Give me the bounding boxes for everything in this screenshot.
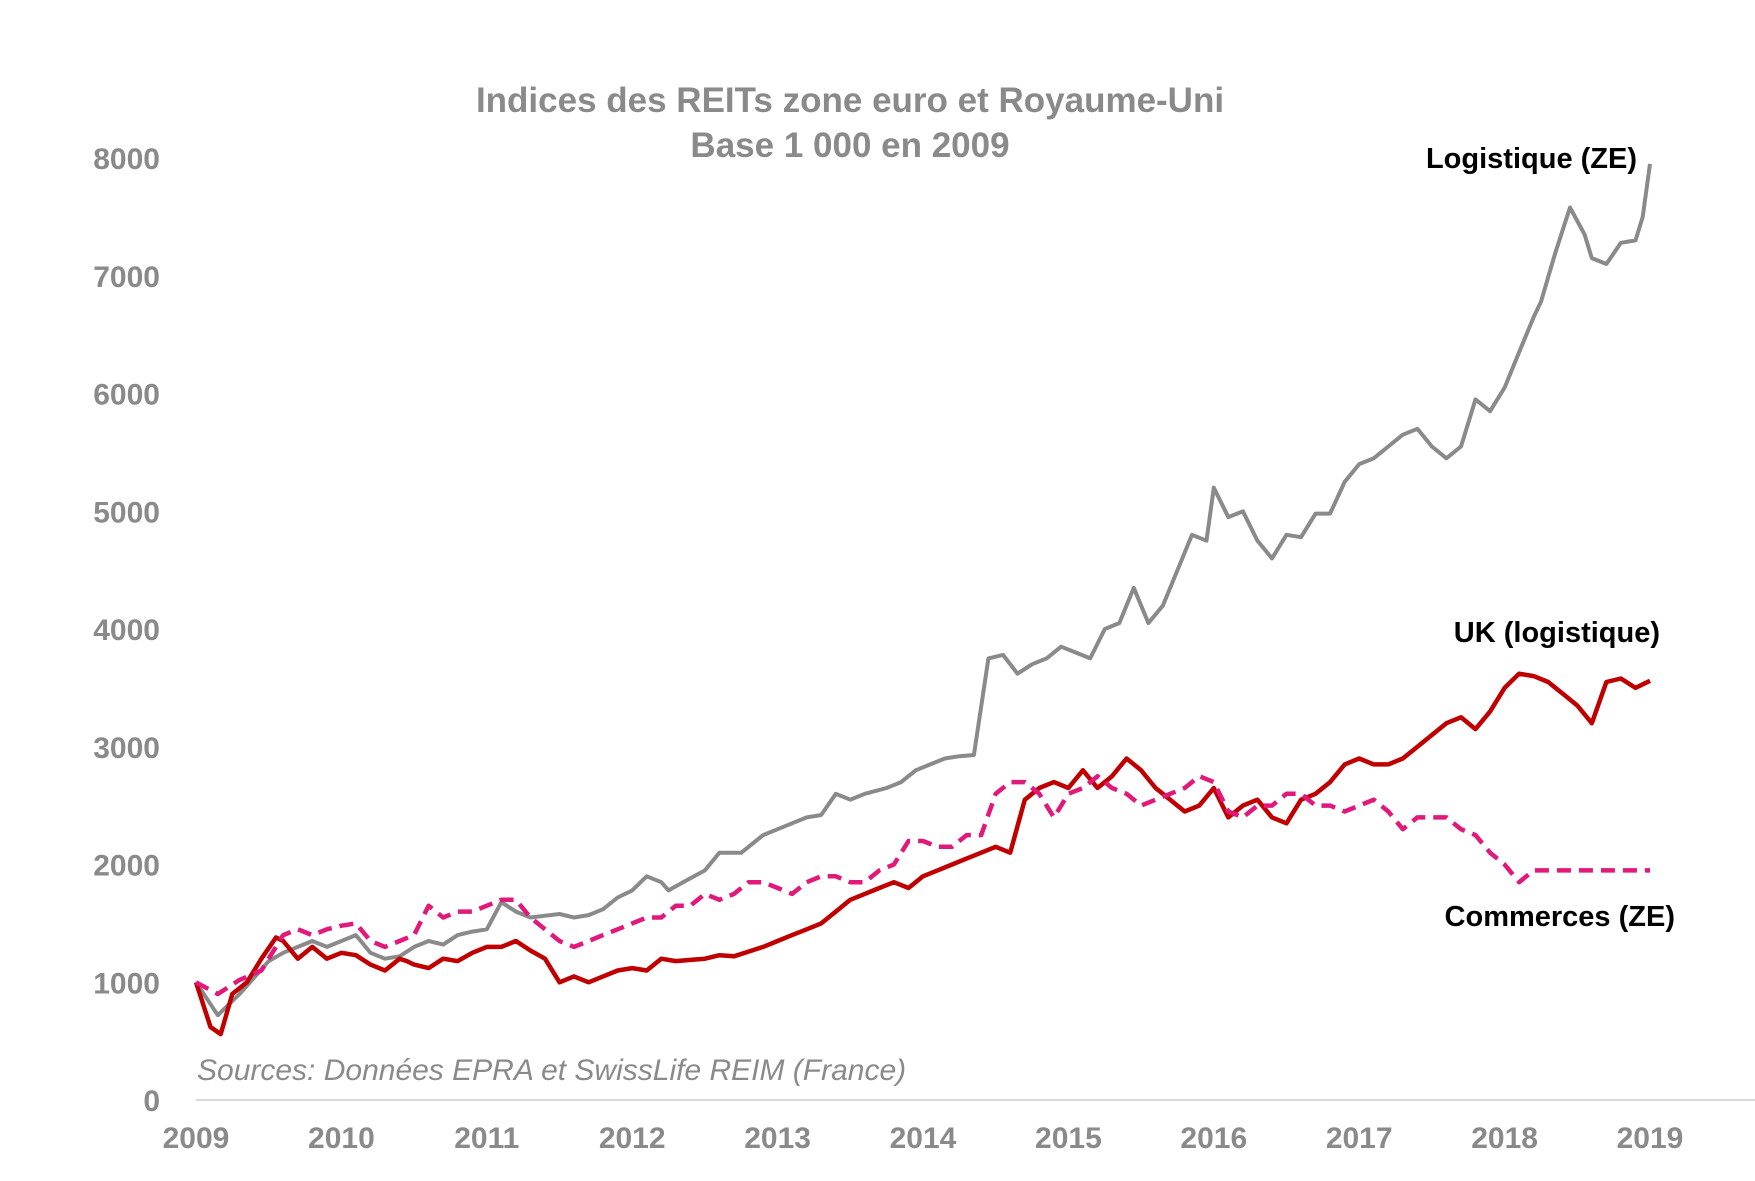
y-tick-label: 2000 (93, 850, 160, 883)
series-lines (193, 163, 1652, 1037)
y-tick-label: 8000 (93, 143, 160, 176)
y-tick-label: 6000 (93, 379, 160, 412)
series-label-uk: UK (logistique) (1454, 617, 1660, 649)
series-label-commerces: Commerces (ZE) (1445, 901, 1675, 933)
y-tick-label: 3000 (93, 732, 160, 765)
series-line-logistique (194, 163, 1652, 1018)
chart-title: Indices des REITs zone euro et Royaume-U… (476, 81, 1224, 120)
x-tick-label: 2013 (744, 1122, 811, 1155)
series-label-logistique: Logistique (ZE) (1426, 143, 1637, 175)
source-note: Sources: Données EPRA et SwissLife REIM … (197, 1054, 906, 1087)
y-axis: 0 1000 2000 3000 4000 5000 6000 7000 8000 (93, 143, 160, 1118)
y-tick-label: 0 (143, 1085, 160, 1118)
x-tick-label: 2009 (163, 1122, 230, 1155)
series-line-uk (193, 671, 1651, 1037)
x-tick-label: 2017 (1326, 1122, 1393, 1155)
y-tick-label: 5000 (93, 496, 160, 529)
x-tick-label: 2015 (1035, 1122, 1102, 1155)
chart-subtitle: Base 1 000 en 2009 (690, 126, 1009, 165)
y-tick-label: 7000 (93, 261, 160, 294)
x-tick-label: 2014 (890, 1122, 957, 1155)
x-tick-label: 2010 (308, 1122, 375, 1155)
x-tick-label: 2012 (599, 1122, 666, 1155)
series-line-commerces (194, 773, 1650, 997)
y-tick-label: 1000 (93, 967, 160, 1000)
y-tick-label: 4000 (93, 614, 160, 647)
x-tick-label: 2011 (454, 1122, 519, 1155)
x-tick-label: 2016 (1180, 1122, 1247, 1155)
x-tick-label: 2018 (1471, 1122, 1538, 1155)
x-axis: 2009 2010 2011 2012 2013 2014 2015 2016 2017 2018… (163, 1122, 1684, 1155)
x-tick-label: 2019 (1617, 1122, 1684, 1155)
